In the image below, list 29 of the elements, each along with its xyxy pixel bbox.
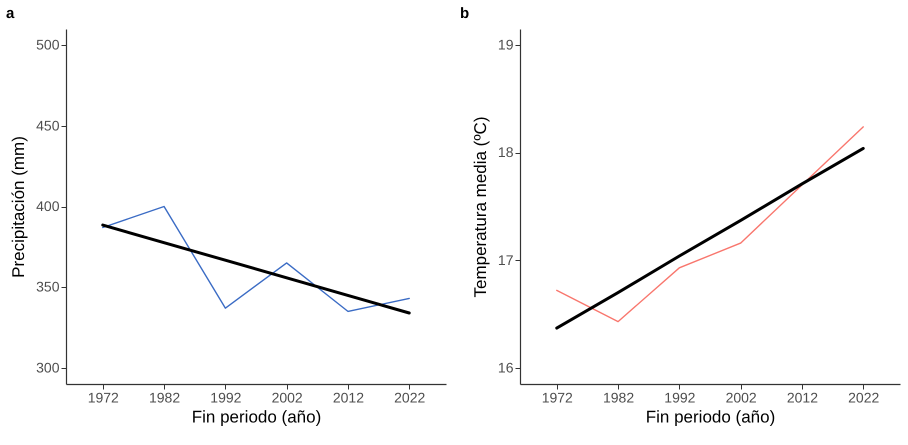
x-tick-label: 2002: [726, 390, 757, 406]
x-tick-label: 1982: [602, 390, 634, 406]
x-tick-label: 2012: [786, 390, 818, 406]
x-tick-label: 2022: [848, 390, 880, 406]
x-tick-label: 1992: [664, 390, 696, 406]
y-tick-label: 16: [498, 359, 514, 376]
x-axis-title: Fin periodo (año): [646, 408, 776, 426]
x-tick-label: 2012: [332, 390, 364, 406]
line-series: [102, 206, 410, 312]
x-tick-label: 1972: [88, 390, 120, 406]
line-series: [101, 224, 411, 314]
chart-title: b: [460, 5, 470, 22]
y-tick-label: 300: [36, 359, 60, 376]
y-tick-label: 19: [498, 36, 514, 53]
chart-title: a: [6, 5, 15, 22]
y-tick-label: 17: [498, 252, 514, 268]
x-tick-label: 2022: [394, 390, 426, 406]
x-tick-label: 1992: [210, 390, 242, 406]
x-tick-label: 2002: [272, 390, 303, 406]
y-tick-label: 350: [36, 278, 60, 295]
y-tick-label: 18: [498, 144, 514, 160]
y-tick-label: 400: [36, 198, 60, 214]
x-tick-label: 1982: [148, 390, 180, 406]
y-axis-title: Temperatura media (ºC): [470, 116, 490, 298]
x-axis-title: Fin periodo (año): [192, 408, 322, 426]
y-tick-label: 500: [36, 36, 60, 53]
x-tick-label: 1972: [542, 390, 574, 406]
y-axis-title: Precipitación (mm): [9, 136, 28, 278]
y-tick-label: 450: [36, 117, 60, 134]
